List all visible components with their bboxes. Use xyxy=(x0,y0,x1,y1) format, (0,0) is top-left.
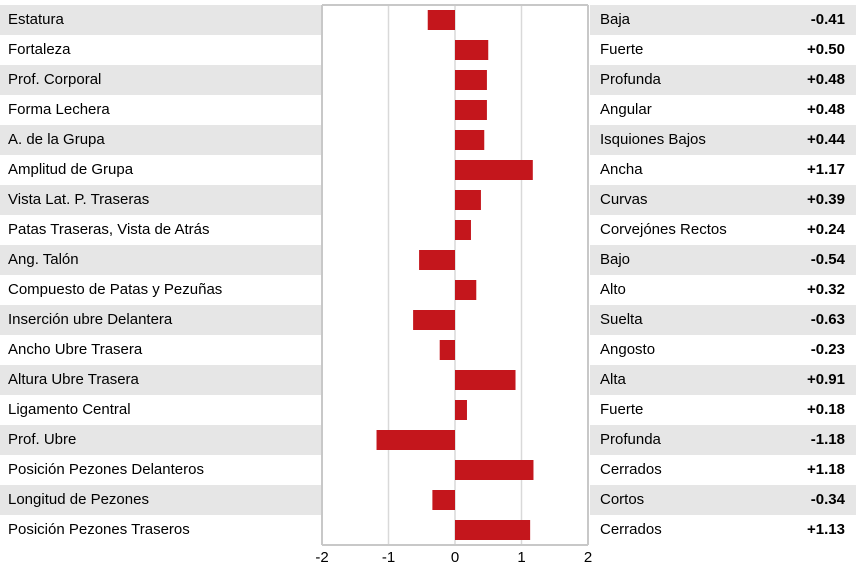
x-tick-label: 0 xyxy=(451,549,459,566)
row-band xyxy=(590,185,856,215)
row-band xyxy=(0,5,322,35)
bar xyxy=(427,10,455,30)
descriptor-label: Fuerte xyxy=(600,41,643,58)
row-band xyxy=(590,485,856,515)
descriptor-label: Isquiones Bajos xyxy=(600,131,706,148)
bar xyxy=(439,340,455,360)
category-label: Prof. Corporal xyxy=(8,71,101,88)
category-label: Patas Traseras, Vista de Atrás xyxy=(8,221,210,238)
category-label: Posición Pezones Traseros xyxy=(8,521,190,538)
category-label: Inserción ubre Delantera xyxy=(8,311,173,328)
value-label: +1.17 xyxy=(807,161,845,178)
descriptor-label: Baja xyxy=(600,11,631,28)
bar xyxy=(455,280,477,300)
row-band xyxy=(0,485,322,515)
value-label: +0.48 xyxy=(807,71,845,88)
row-band xyxy=(590,5,856,35)
row-band xyxy=(590,365,856,395)
value-label: +0.39 xyxy=(807,191,845,208)
descriptor-label: Profunda xyxy=(600,431,662,448)
bar xyxy=(419,250,455,270)
category-label: Forma Lechera xyxy=(8,101,110,118)
descriptor-label: Cortos xyxy=(600,491,644,508)
value-label: +0.48 xyxy=(807,101,845,118)
category-label: Amplitud de Grupa xyxy=(8,161,134,178)
row-band xyxy=(0,245,322,275)
descriptor-label: Cerrados xyxy=(600,461,662,478)
value-label: +0.50 xyxy=(807,41,845,58)
value-label: +0.91 xyxy=(807,371,845,388)
value-label: +0.24 xyxy=(807,221,846,238)
category-label: Ang. Talón xyxy=(8,251,79,268)
value-label: +0.18 xyxy=(807,401,845,418)
category-label: Ancho Ubre Trasera xyxy=(8,341,143,358)
row-band xyxy=(590,305,856,335)
descriptor-label: Angosto xyxy=(600,341,655,358)
descriptor-label: Profunda xyxy=(600,71,662,88)
bar xyxy=(455,520,531,540)
value-label: +0.44 xyxy=(807,131,846,148)
category-label: Vista Lat. P. Traseras xyxy=(8,191,149,208)
x-tick-label: -2 xyxy=(315,549,328,566)
descriptor-label: Angular xyxy=(600,101,652,118)
descriptor-label: Corvejónes Rectos xyxy=(600,221,727,238)
bar xyxy=(455,70,487,90)
descriptor-label: Cerrados xyxy=(600,521,662,538)
row-band xyxy=(590,245,856,275)
value-label: -0.54 xyxy=(811,251,846,268)
category-label: Prof. Ubre xyxy=(8,431,76,448)
bar xyxy=(432,490,455,510)
category-label: A. de la Grupa xyxy=(8,131,105,148)
row-band xyxy=(590,425,856,455)
category-label: Fortaleza xyxy=(8,41,71,58)
category-label: Posición Pezones Delanteros xyxy=(8,461,204,478)
row-band xyxy=(0,305,322,335)
bar xyxy=(455,40,489,60)
row-band xyxy=(590,125,856,155)
descriptor-label: Suelta xyxy=(600,311,643,328)
row-band xyxy=(0,365,322,395)
value-label: -0.41 xyxy=(811,11,845,28)
value-label: -0.63 xyxy=(811,311,845,328)
value-label: -0.34 xyxy=(811,491,846,508)
category-label: Longitud de Pezones xyxy=(8,491,149,508)
value-label: +1.13 xyxy=(807,521,845,538)
bar xyxy=(455,100,487,120)
descriptor-label: Curvas xyxy=(600,191,648,208)
row-band xyxy=(0,65,322,95)
value-label: -0.23 xyxy=(811,341,845,358)
descriptor-label: Bajo xyxy=(600,251,630,268)
descriptor-label: Fuerte xyxy=(600,401,643,418)
bar xyxy=(455,130,485,150)
value-label: -1.18 xyxy=(811,431,845,448)
bar xyxy=(455,460,534,480)
x-tick-label: 2 xyxy=(584,549,592,566)
row-band xyxy=(590,65,856,95)
category-label: Altura Ubre Trasera xyxy=(8,371,140,388)
bar xyxy=(455,190,481,210)
row-band xyxy=(0,125,322,155)
bar xyxy=(376,430,455,450)
value-label: +1.18 xyxy=(807,461,845,478)
bar xyxy=(413,310,455,330)
category-label: Estatura xyxy=(8,11,65,28)
bar xyxy=(455,400,467,420)
bar xyxy=(455,220,471,240)
bar xyxy=(455,160,533,180)
descriptor-label: Ancha xyxy=(600,161,643,178)
bar xyxy=(455,370,516,390)
x-tick-label: -1 xyxy=(382,549,395,566)
category-label: Compuesto de Patas y Pezuñas xyxy=(8,281,222,298)
x-tick-label: 1 xyxy=(517,549,525,566)
category-label: Ligamento Central xyxy=(8,401,131,418)
value-label: +0.32 xyxy=(807,281,845,298)
descriptor-label: Alta xyxy=(600,371,627,388)
row-band xyxy=(0,185,322,215)
descriptor-label: Alto xyxy=(600,281,626,298)
row-band xyxy=(0,425,322,455)
